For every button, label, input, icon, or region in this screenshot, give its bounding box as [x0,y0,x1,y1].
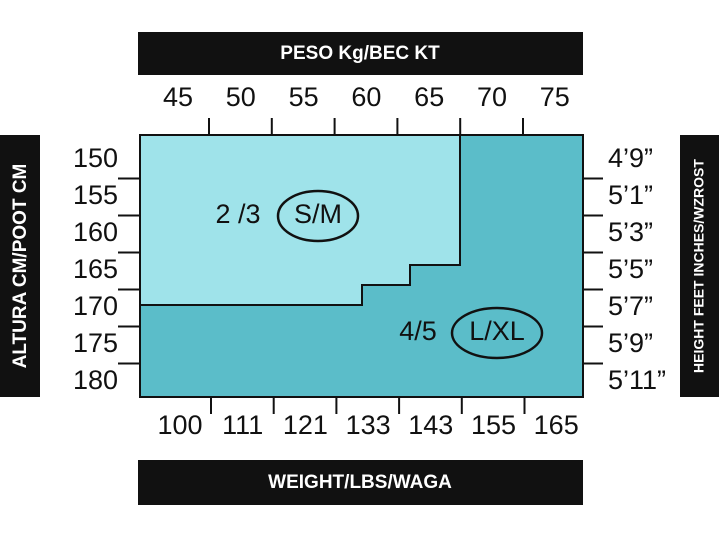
small-zone [139,134,461,306]
top-label: 50 [226,82,256,112]
bottom-bar [138,460,583,505]
right-label: 5’7” [608,291,653,321]
top-label: 55 [289,82,319,112]
bottom-label: 133 [346,410,391,440]
right-label: 5’5” [608,254,653,284]
bottom-label: 155 [471,410,516,440]
top-label: 70 [477,82,507,112]
right-label: 5’11” [608,365,666,395]
right-label: 5’1” [608,180,653,210]
top-bar [138,32,583,75]
right-label: 5’9” [608,328,653,358]
zone-sizes: 2 /3 [215,199,260,229]
zone-label: L/XL [469,316,525,346]
left-bar [0,135,40,397]
bottom-title: WEIGHT/LBS/WAGA [268,472,452,493]
left-label: 175 [73,328,118,358]
left-label: 150 [73,143,118,173]
zone-ellipse [276,189,360,243]
top-title: PESO Kg/BEC KT [280,43,440,64]
right-label: 5’3” [608,217,653,247]
left-label: 160 [73,217,118,247]
zone-label: S/M [294,199,342,229]
bottom-label: 121 [283,410,328,440]
top-label: 45 [163,82,193,112]
left-label: 155 [73,180,118,210]
bottom-label: 143 [408,410,453,440]
zone-ellipse [450,306,544,360]
bottom-label: 100 [157,410,202,440]
bottom-label: 165 [534,410,579,440]
top-label: 65 [414,82,444,112]
left-title: ALTURA CM/POOT CM [10,164,31,369]
right-label: 4’9” [608,143,653,173]
left-label: 170 [73,291,118,321]
zone-sizes: 4/5 [399,316,437,346]
right-title: HEIGHT FEET INCHES/WZROST [691,159,707,373]
top-label: 60 [351,82,381,112]
right-bar [680,135,719,397]
top-label: 75 [540,82,570,112]
left-label: 180 [73,365,118,395]
left-label: 165 [73,254,118,284]
bottom-label: 111 [222,410,263,440]
